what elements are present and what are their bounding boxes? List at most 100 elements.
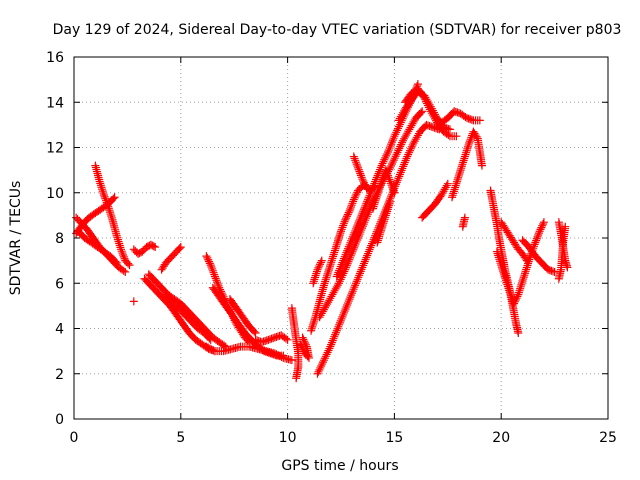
data-point-track-u bbox=[346, 293, 355, 302]
data-point-track-x bbox=[376, 179, 385, 188]
data-point-track-y bbox=[373, 238, 382, 247]
data-point-track-u bbox=[399, 162, 408, 171]
data-point-track-c bbox=[115, 241, 124, 250]
data-point-track-v bbox=[344, 242, 353, 251]
data-point-track-aa bbox=[421, 95, 430, 104]
data-point-track-ag bbox=[538, 221, 547, 230]
data-point-track-ag bbox=[519, 273, 528, 282]
data-point-track-t bbox=[350, 243, 359, 252]
data-point-track-x bbox=[382, 168, 391, 177]
data-point-track-x bbox=[388, 184, 397, 193]
data-point-track-t bbox=[340, 267, 349, 276]
data-point-track-c bbox=[107, 213, 116, 222]
data-point-track-r bbox=[349, 195, 358, 204]
data-point-track-c bbox=[102, 198, 111, 207]
data-point-track-m bbox=[250, 327, 259, 336]
data-point-track-v bbox=[334, 268, 343, 277]
data-point-track-x bbox=[370, 198, 379, 207]
data-point-track-t bbox=[358, 222, 367, 231]
data-point-track-r bbox=[329, 250, 338, 259]
data-point-track-ag bbox=[516, 282, 525, 291]
y-tick-label: 12 bbox=[46, 141, 64, 157]
data-point-track-v bbox=[363, 195, 372, 204]
data-point-track-r bbox=[341, 215, 350, 224]
data-point-track-v bbox=[389, 134, 398, 143]
data-point-track-c bbox=[106, 210, 115, 219]
data-point-track-u bbox=[407, 142, 416, 151]
data-point-track-u bbox=[353, 275, 362, 284]
data-point-track-u bbox=[330, 332, 339, 341]
data-point-track-t bbox=[362, 212, 371, 221]
data-point-track-v bbox=[355, 215, 364, 224]
data-point-track-q bbox=[299, 335, 308, 344]
data-point-track-u bbox=[367, 239, 376, 248]
data-point-track-u bbox=[355, 271, 364, 280]
data-point-track-x bbox=[373, 191, 382, 200]
data-point-track-c bbox=[115, 239, 124, 248]
data-point-track-u bbox=[332, 326, 341, 335]
data-point-track-w bbox=[357, 173, 366, 182]
data-point-track-ag bbox=[503, 280, 512, 289]
data-point-track-c bbox=[119, 250, 128, 259]
data-point-track-v bbox=[348, 232, 357, 241]
data-point-track-ag bbox=[497, 263, 506, 272]
data-point-track-c bbox=[104, 202, 113, 211]
data-point-track-t bbox=[335, 277, 344, 286]
data-point-track-t bbox=[386, 163, 395, 172]
data-point-track-v bbox=[377, 161, 386, 170]
data-point-track-k bbox=[213, 278, 222, 287]
data-point-track-ag bbox=[517, 278, 526, 287]
data-point-track-q bbox=[302, 342, 311, 351]
data-point-track-v bbox=[354, 219, 363, 228]
data-point-track-i bbox=[176, 243, 185, 252]
data-point-track-ag bbox=[521, 269, 530, 278]
data-point-track-u bbox=[343, 301, 352, 310]
data-point-track-c bbox=[96, 179, 105, 188]
data-point-track-u bbox=[349, 285, 358, 294]
data-point-track-u bbox=[314, 367, 323, 376]
data-point-track-c bbox=[113, 233, 122, 242]
data-point-track-ag bbox=[521, 267, 530, 276]
data-point-track-s bbox=[311, 273, 320, 282]
data-point-track-u bbox=[319, 356, 328, 365]
data-point-track-ad bbox=[448, 193, 457, 202]
data-point-track-u bbox=[397, 166, 406, 175]
data-point-track-ab bbox=[443, 179, 452, 188]
data-point-track-u bbox=[405, 148, 414, 157]
data-point-track-q bbox=[300, 337, 309, 346]
data-point-track-r bbox=[329, 252, 338, 261]
data-point-track-u bbox=[322, 350, 331, 359]
data-point-track-v bbox=[347, 234, 356, 243]
data-point-track-r bbox=[346, 203, 355, 212]
data-point-track-u bbox=[403, 152, 412, 161]
data-point-track-o bbox=[283, 335, 292, 344]
data-point-track-ab bbox=[442, 181, 451, 190]
x-tick-label: 5 bbox=[176, 430, 185, 446]
data-point-track-ad bbox=[449, 187, 458, 196]
data-point-track-v bbox=[338, 258, 347, 267]
data-point-track-ag bbox=[501, 274, 510, 283]
data-point-track-t bbox=[387, 161, 396, 170]
data-point-track-n bbox=[270, 349, 279, 358]
data-point-track-v bbox=[390, 132, 399, 141]
data-point-track-r bbox=[324, 265, 333, 274]
data-point-track-j bbox=[205, 334, 214, 343]
data-point-track-v bbox=[391, 130, 400, 139]
data-point-track-u bbox=[335, 318, 344, 327]
data-point-track-q bbox=[301, 340, 310, 349]
data-point-track-r bbox=[344, 208, 353, 217]
data-point-track-k bbox=[205, 259, 214, 268]
data-point-track-ag bbox=[514, 290, 523, 299]
data-point-track-u bbox=[359, 259, 368, 268]
y-tick-label: 10 bbox=[46, 186, 64, 202]
data-point-track-u bbox=[363, 251, 372, 260]
data-point-track-v bbox=[355, 217, 364, 226]
data-point-track-n bbox=[202, 342, 211, 351]
data-point-track-ad bbox=[472, 132, 481, 141]
data-point-track-v bbox=[380, 155, 389, 164]
data-point-track-r bbox=[348, 199, 357, 208]
data-point-track-y bbox=[382, 209, 391, 218]
data-point-track-r bbox=[327, 256, 336, 265]
data-point-track-c bbox=[125, 261, 134, 270]
data-point-track-v bbox=[337, 260, 346, 269]
